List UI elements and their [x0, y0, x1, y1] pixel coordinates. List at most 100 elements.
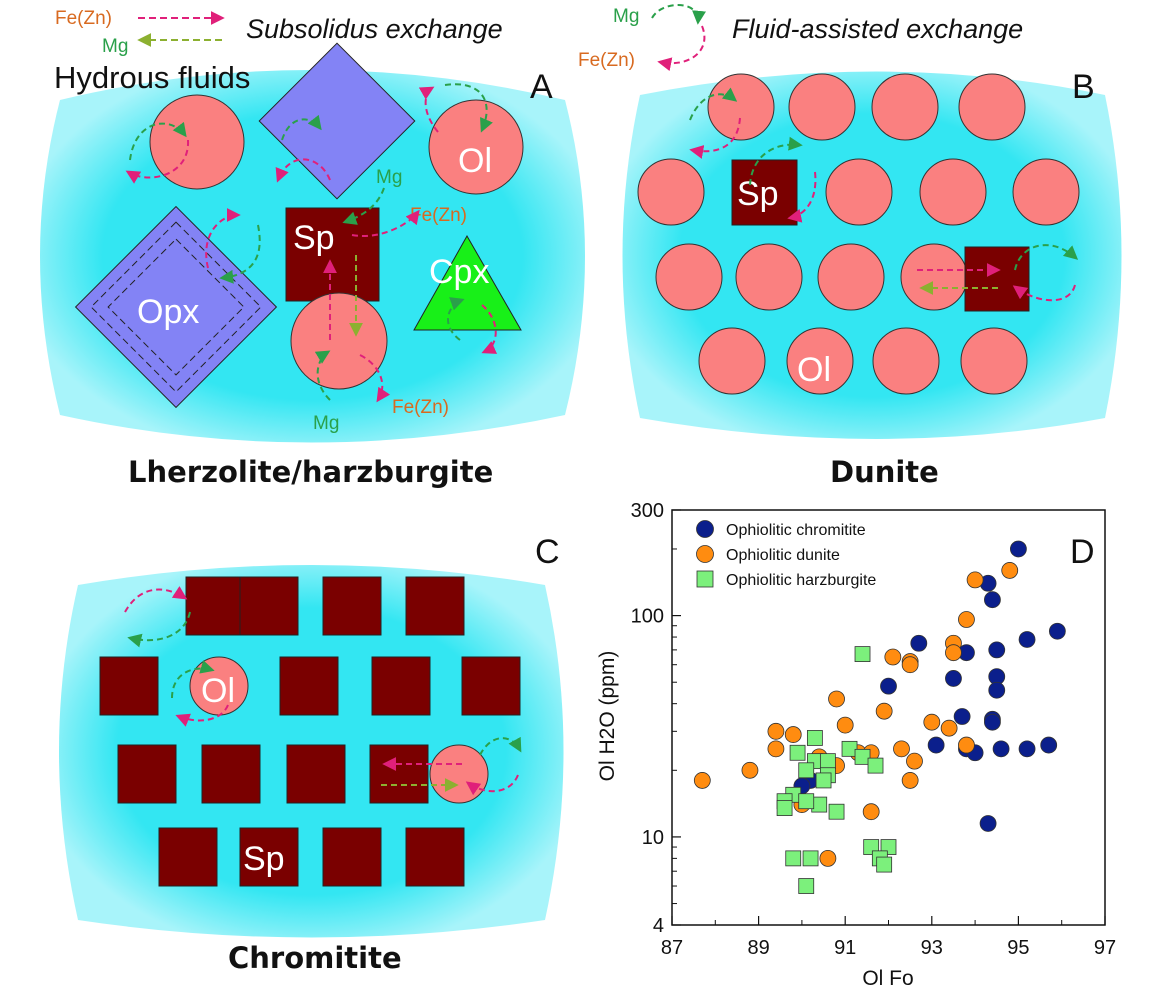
caption-lherzolite: Lherzolite/harzburgite — [128, 455, 493, 489]
sp-label-a: Sp — [293, 219, 335, 257]
fe-exchange-arrow — [465, 774, 519, 796]
dunite-point — [906, 752, 923, 770]
fe-exchange-arrow — [124, 586, 188, 613]
mg-exchange-arrow — [749, 136, 803, 186]
x-tick-label: 97 — [1094, 937, 1116, 959]
x-tick-label: 89 — [747, 937, 769, 959]
spinel-grain — [322, 576, 382, 636]
key-mg-label: Mg — [102, 36, 128, 57]
dunite-point — [945, 644, 962, 662]
fe-exchange-arrow — [787, 171, 817, 223]
harzburgite-point — [798, 878, 815, 894]
mg-exchange-arrow — [342, 187, 385, 225]
panel-b: B Sp Ol Dunite — [622, 68, 1122, 489]
harzburgite-point — [828, 803, 845, 820]
chromitite-point — [979, 815, 997, 832]
x-tick-label: 87 — [661, 937, 683, 959]
harzburgite-point — [802, 850, 819, 867]
olivine-grain — [1012, 158, 1080, 226]
harzburgite-point — [854, 646, 871, 662]
fe-exchange-arrow — [351, 209, 420, 237]
chromitite-point — [1048, 622, 1066, 640]
olivine-grain — [958, 73, 1026, 141]
harzburgite-point — [798, 762, 815, 779]
grain-grid-c — [99, 576, 521, 887]
axis-ticks: 87 89 91 93 95 97 4 10 100 300 — [631, 500, 1117, 959]
dunite-point — [923, 713, 941, 731]
harzburgite-point — [841, 740, 858, 757]
harzburgite-point — [815, 772, 832, 789]
olivine-grain — [655, 243, 723, 311]
chromitite-point — [984, 713, 1001, 731]
spinel-grain — [285, 207, 380, 302]
dunite-point — [940, 719, 958, 737]
spinel-grain — [239, 576, 299, 636]
dunite-point — [1001, 562, 1019, 579]
olivine-grain — [900, 243, 968, 311]
x-tick-label: 95 — [1007, 937, 1029, 959]
fe-exchange-arrow — [359, 354, 391, 403]
fe-exchange-arrow — [1012, 284, 1076, 302]
caption-dunite: Dunite — [830, 455, 939, 489]
panel-c: C Ol Sp Chromitite — [59, 533, 564, 975]
cpx-label: Cpx — [429, 253, 489, 291]
dunite-point — [958, 611, 975, 628]
legend-label: Ophiolitic dunite — [726, 547, 840, 564]
mg-label-bottom: Mg — [313, 413, 339, 434]
spinel-grain — [461, 656, 521, 716]
spinel-grain — [286, 744, 346, 804]
hydrous-fluids-label: Hydrous fluids — [54, 60, 250, 95]
fe-exchange-arrow — [125, 139, 190, 184]
opx-zoning — [90, 221, 262, 393]
y-tick-label: 300 — [631, 500, 664, 522]
panel-d-letter: D — [1070, 533, 1095, 571]
chromitite-point — [1010, 540, 1027, 558]
opx-grain — [74, 205, 278, 409]
olivine-grain — [871, 73, 939, 141]
legend-marker — [696, 545, 714, 563]
panel-a: Hydrous fluids A Ol Opx Sp Mg Fe(Zn) — [40, 42, 585, 489]
legend-marker — [696, 570, 714, 588]
harzburgite-point — [867, 757, 884, 774]
fe-label-top: Fe(Zn) — [410, 205, 467, 226]
chromitite-point — [910, 634, 928, 652]
dunite-point — [693, 772, 711, 789]
x-tick-label: 93 — [921, 937, 943, 959]
y-axis-label: Ol H2O (ppm) — [596, 651, 619, 782]
key-fa-mg-label: Mg — [613, 6, 639, 27]
dunite-point — [741, 761, 759, 779]
spinel-grain — [371, 656, 431, 716]
fe-exchange-arrow — [175, 704, 229, 727]
dunite-point — [836, 716, 854, 734]
key-fluid-assisted: Mg Fe(Zn) Fluid-assisted exchange — [578, 4, 1023, 72]
olivine-grain — [817, 243, 885, 311]
chromitite-point — [992, 740, 1010, 758]
olivine-grain — [428, 99, 524, 195]
mg-exchange-arrow — [447, 297, 465, 341]
olivine-grain — [786, 327, 854, 395]
harzburgite-point — [854, 748, 871, 765]
olivine-grain — [637, 158, 705, 226]
opx-label: Opx — [137, 293, 199, 331]
mg-exchange-arrow — [479, 736, 522, 756]
dunite-point — [958, 736, 975, 754]
grain-grid-b — [637, 73, 1080, 395]
spinel-grain — [185, 576, 245, 636]
harzburgite-point — [806, 730, 823, 746]
spinel-grain — [201, 744, 261, 804]
ol-label-b: Ol — [797, 351, 831, 389]
spinel-grain — [158, 827, 218, 887]
spinel-grain — [964, 246, 1030, 312]
mg-exchange-arrow — [129, 121, 187, 161]
spinel-grain — [99, 656, 159, 716]
olivine-grain — [735, 243, 803, 311]
harzburgite-point — [789, 744, 806, 761]
chromitite-point — [880, 677, 897, 695]
ol-label-a: Ol — [458, 142, 492, 180]
dunite-point — [819, 849, 837, 867]
y-tick-label: 100 — [631, 606, 664, 628]
olivine-grain — [919, 158, 987, 226]
x-axis-label: Ol Fo — [862, 967, 913, 990]
chromitite-point — [927, 736, 945, 754]
